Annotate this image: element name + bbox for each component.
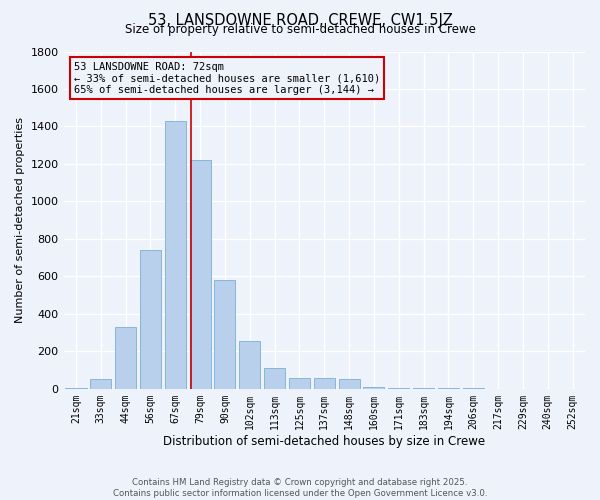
Bar [140, 250, 161, 389]
Bar [338, 378, 359, 389]
Text: Contains HM Land Registry data © Crown copyright and database right 2025.
Contai: Contains HM Land Registry data © Crown c… [113, 478, 487, 498]
Text: Size of property relative to semi-detached houses in Crewe: Size of property relative to semi-detach… [125, 22, 475, 36]
Bar [214, 280, 235, 389]
Bar [388, 388, 409, 389]
Bar [165, 121, 186, 389]
Bar [413, 388, 434, 389]
Bar [115, 327, 136, 389]
Bar [239, 341, 260, 389]
Bar [90, 380, 112, 389]
Y-axis label: Number of semi-detached properties: Number of semi-detached properties [15, 117, 25, 323]
Bar [364, 387, 385, 389]
X-axis label: Distribution of semi-detached houses by size in Crewe: Distribution of semi-detached houses by … [163, 434, 485, 448]
Bar [190, 160, 211, 389]
Bar [314, 378, 335, 389]
Text: 53 LANSDOWNE ROAD: 72sqm
← 33% of semi-detached houses are smaller (1,610)
65% o: 53 LANSDOWNE ROAD: 72sqm ← 33% of semi-d… [74, 62, 380, 95]
Bar [289, 378, 310, 389]
Bar [65, 388, 86, 389]
Bar [264, 368, 285, 389]
Text: 53, LANSDOWNE ROAD, CREWE, CW1 5JZ: 53, LANSDOWNE ROAD, CREWE, CW1 5JZ [148, 12, 452, 28]
